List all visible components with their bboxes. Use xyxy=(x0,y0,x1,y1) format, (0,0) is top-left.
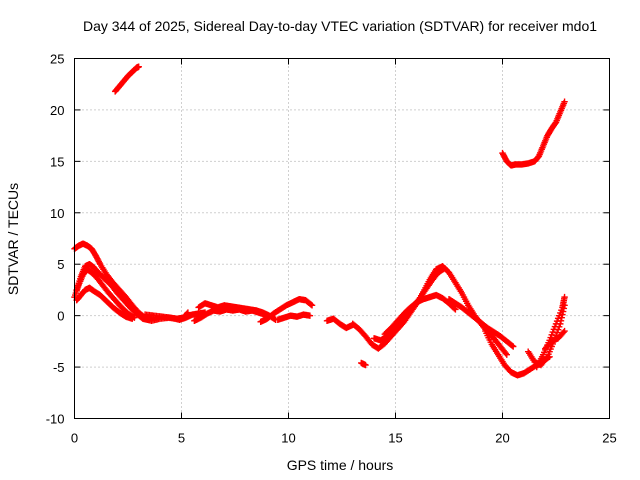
tick-layer xyxy=(74,58,610,419)
y-tick-label: 15 xyxy=(50,154,64,169)
data-point xyxy=(508,342,516,349)
y-tick-label: 5 xyxy=(57,257,64,272)
data-point xyxy=(451,305,458,312)
x-tick-label: 0 xyxy=(71,431,78,446)
series-track-17 xyxy=(445,295,517,350)
series-track-early-high xyxy=(111,63,142,95)
data-point xyxy=(502,350,509,357)
series-track-16 xyxy=(439,263,510,358)
y-tick-labels: -10 -5 0 5 10 15 20 25 xyxy=(46,52,65,427)
y-tick-label: 0 xyxy=(57,309,64,324)
data-point xyxy=(452,306,459,313)
series-track-9 xyxy=(257,295,316,326)
data-point xyxy=(129,315,136,322)
series-track-13 xyxy=(349,263,446,352)
series-track-14 xyxy=(370,265,448,344)
y-tick-label: -10 xyxy=(46,412,65,427)
data-point xyxy=(561,327,568,335)
data-point xyxy=(560,329,567,336)
series-track-1 xyxy=(71,240,155,322)
x-tick-label: 25 xyxy=(602,431,616,446)
data-point xyxy=(561,98,568,105)
series-track-10 xyxy=(274,311,314,323)
plot-frame xyxy=(74,58,610,419)
x-tick-labels: 0 5 10 15 20 25 xyxy=(71,431,617,446)
data-point xyxy=(307,301,315,308)
y-tick-label: 20 xyxy=(50,103,64,118)
data-point xyxy=(543,354,550,362)
data-point xyxy=(362,361,369,369)
data-point xyxy=(306,312,314,319)
series-track-6 xyxy=(141,309,209,323)
x-tick-label: 5 xyxy=(178,431,185,446)
data-point xyxy=(503,351,510,358)
chart-title: Day 344 of 2025, Sidereal Day-to-day VTE… xyxy=(83,18,597,34)
grid-layer xyxy=(74,58,610,419)
series-track-22 xyxy=(542,327,568,352)
data-point xyxy=(135,63,142,70)
series-track-3 xyxy=(71,266,138,321)
y-tick-label: -5 xyxy=(53,360,65,375)
series-track-19 xyxy=(499,98,568,169)
data-points xyxy=(71,63,568,379)
data-point xyxy=(561,293,568,301)
x-axis-label: GPS time / hours xyxy=(287,457,394,473)
y-tick-label: 10 xyxy=(50,206,64,221)
series-track-12 xyxy=(358,359,369,369)
data-point xyxy=(510,343,517,350)
y-axis-label: SDTVAR / TECUs xyxy=(5,183,21,295)
series-track-4 xyxy=(73,284,136,322)
series-track-11 xyxy=(323,315,356,332)
x-tick-label: 10 xyxy=(281,431,295,446)
y-tick-label: 25 xyxy=(50,52,64,67)
data-point xyxy=(308,302,316,309)
x-tick-label: 20 xyxy=(495,431,509,446)
x-tick-label: 15 xyxy=(388,431,402,446)
